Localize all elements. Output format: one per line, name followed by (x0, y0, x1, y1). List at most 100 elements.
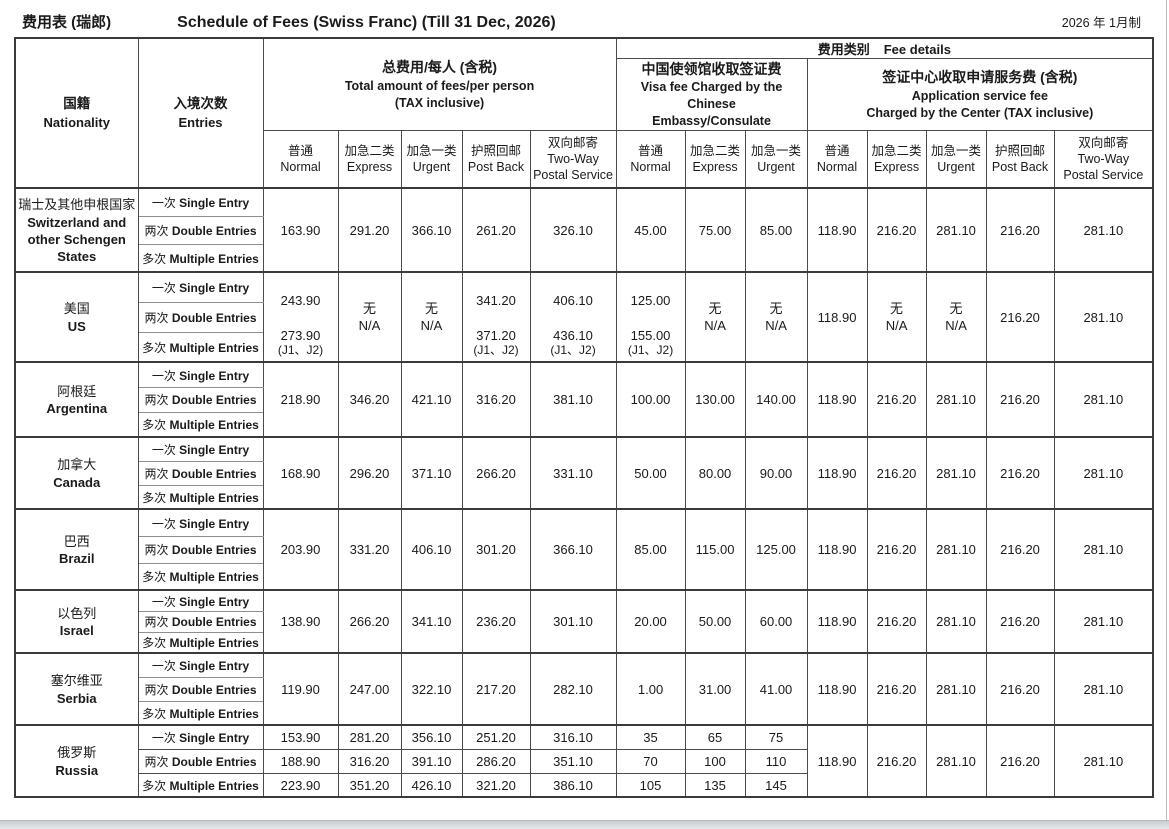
fee-cell: 118.90 (806, 361, 868, 438)
entry-double: 两次 Double Entries (137, 215, 264, 245)
group-visa-en1: Visa fee Charged by the Chinese (640, 80, 783, 112)
subheader-en: Urgent (757, 160, 795, 175)
group-visa-zh: 中国使领馆收取签证费 (641, 61, 782, 77)
nationality-zh: 瑞士及其他申根国家 (18, 197, 136, 213)
subheader-zh: 加急二类 (344, 143, 395, 158)
window-edge (1166, 0, 1167, 829)
subheader-en: Post Back (467, 160, 525, 175)
nationality-zh: 塞尔维亚 (50, 673, 103, 689)
subheader-zh: 加急二类 (871, 143, 922, 158)
fee-cell: 100.00 (615, 361, 686, 438)
fee-cell: 118.90 (806, 187, 868, 273)
entry-multiple: 多次 Multiple Entries (137, 631, 264, 654)
na-zh: 无 (890, 300, 904, 316)
fee-cell: 无 N/A (684, 271, 746, 363)
na-en: N/A (704, 318, 726, 334)
nationality-en: Argentina (46, 401, 108, 417)
fee-cell: 216.20 (985, 187, 1055, 273)
subheader-total-normal: 普通 Normal (262, 129, 339, 189)
fee-cell: 203.90 (262, 508, 339, 591)
entry-double: 两次 Double Entries (137, 610, 264, 633)
fee-cell: 50.00 (684, 589, 746, 654)
fee-value: 406.10 (553, 292, 593, 308)
subheader-en: Postal Service (1063, 168, 1144, 183)
subheader-zh: 护照回邮 (470, 143, 521, 158)
fee-cell: 85.00 (744, 187, 808, 273)
fee-value: 155.00 (630, 327, 671, 343)
fee-cell: 301.20 (461, 508, 531, 591)
fee-cell: 75.00 (684, 187, 746, 273)
na-en: N/A (765, 318, 787, 334)
fee-cell: 216.20 (866, 187, 927, 273)
fee-cell: 216.20 (985, 724, 1055, 798)
fee-cell: 135 (684, 772, 746, 798)
fee-value: 436.10 (553, 327, 593, 343)
fee-cell: 105 (615, 772, 686, 798)
fee-cell: 281.10 (925, 508, 987, 591)
fee-cell: 281.10 (1053, 652, 1154, 726)
subheader-zh: 双向邮寄 (548, 135, 599, 150)
fee-cell: 247.00 (337, 652, 402, 726)
fee-cell: 216.20 (866, 361, 927, 438)
fee-cell: 216.20 (985, 508, 1055, 591)
nationality-en: Brazil (59, 551, 95, 567)
fee-cell: 341.20 371.20 (J1、J2) (461, 271, 531, 363)
header-group-visa: 中国使领馆收取签证费 Visa fee Charged by the Chine… (615, 58, 808, 131)
fee-cell: 421.10 (400, 361, 463, 438)
fee-cell: 无 N/A (925, 271, 987, 363)
fee-cell: 35 (615, 724, 686, 750)
fee-cell: 216.20 (866, 436, 927, 510)
fee-cell: 118.90 (806, 589, 868, 654)
fee-cell: 无 N/A (866, 271, 927, 363)
fee-cell: 140.00 (744, 361, 808, 438)
entry-multiple: 多次 Multiple Entries (137, 484, 264, 510)
fee-cell: 341.10 (400, 589, 463, 654)
fee-cell: 138.90 (262, 589, 339, 654)
fee-cell: 251.20 (461, 724, 531, 750)
fee-cell: 331.20 (337, 508, 402, 591)
entry-double: 两次 Double Entries (137, 460, 264, 486)
fee-details-zh: 费用类别 (817, 42, 870, 57)
entry-multiple: 多次 Multiple Entries (137, 700, 264, 726)
fee-cell: 118.90 (806, 652, 868, 726)
fee-cell: 60.00 (744, 589, 808, 654)
fee-cell: 无 N/A (400, 271, 463, 363)
subheader-en: Two-Way (547, 152, 599, 167)
subheader-zh: 护照回邮 (995, 143, 1046, 158)
nationality-cell: 美国 US (14, 271, 139, 363)
nationality-zh: 阿根廷 (57, 383, 97, 399)
entry-double: 两次 Double Entries (137, 386, 264, 413)
fee-cell: 216.20 (985, 436, 1055, 510)
fee-cell: 216.20 (985, 271, 1055, 363)
entry-single: 一次 Single Entry (137, 361, 264, 388)
group-service-en2: Charged by the Center (TAX inclusive) (866, 105, 1094, 120)
group-service-en1: Application service fee (911, 88, 1048, 103)
fee-cell: 282.10 (529, 652, 617, 726)
fee-cell: 223.90 (262, 772, 339, 798)
fee-cell: 153.90 (262, 724, 339, 750)
fee-cell: 145 (744, 772, 808, 798)
fee-cell: 266.20 (337, 589, 402, 654)
fee-cell: 125.00 (744, 508, 808, 591)
fee-value: 125.00 (630, 292, 671, 308)
subheader-total-urgent: 加急一类 Urgent (400, 129, 463, 189)
fee-cell: 356.10 (400, 724, 463, 750)
date-note: 2026 年 1月制 (1061, 16, 1141, 30)
entry-multiple: 多次 Multiple Entries (137, 243, 264, 273)
fee-cell: 281.10 (925, 436, 987, 510)
fee-cell: 371.10 (400, 436, 463, 510)
subheader-service-express: 加急二类 Express (866, 129, 927, 189)
entry-double: 两次 Double Entries (137, 676, 264, 702)
title-chinese: 费用表 (瑞郎) (22, 14, 112, 31)
fee-cell: 216.20 (866, 724, 927, 798)
fee-cell: 316.20 (461, 361, 531, 438)
horizontal-scrollbar[interactable] (0, 820, 1169, 829)
fee-cell: 406.10 (400, 508, 463, 591)
fee-cell: 65 (684, 724, 746, 750)
fee-cell: 351.20 (337, 772, 402, 798)
fee-cell: 45.00 (615, 187, 686, 273)
subheader-visa-urgent: 加急一类 Urgent (744, 129, 808, 189)
fee-cell: 90.00 (744, 436, 808, 510)
fee-cell: 266.20 (461, 436, 531, 510)
subheader-en: Postal Service (533, 168, 613, 183)
